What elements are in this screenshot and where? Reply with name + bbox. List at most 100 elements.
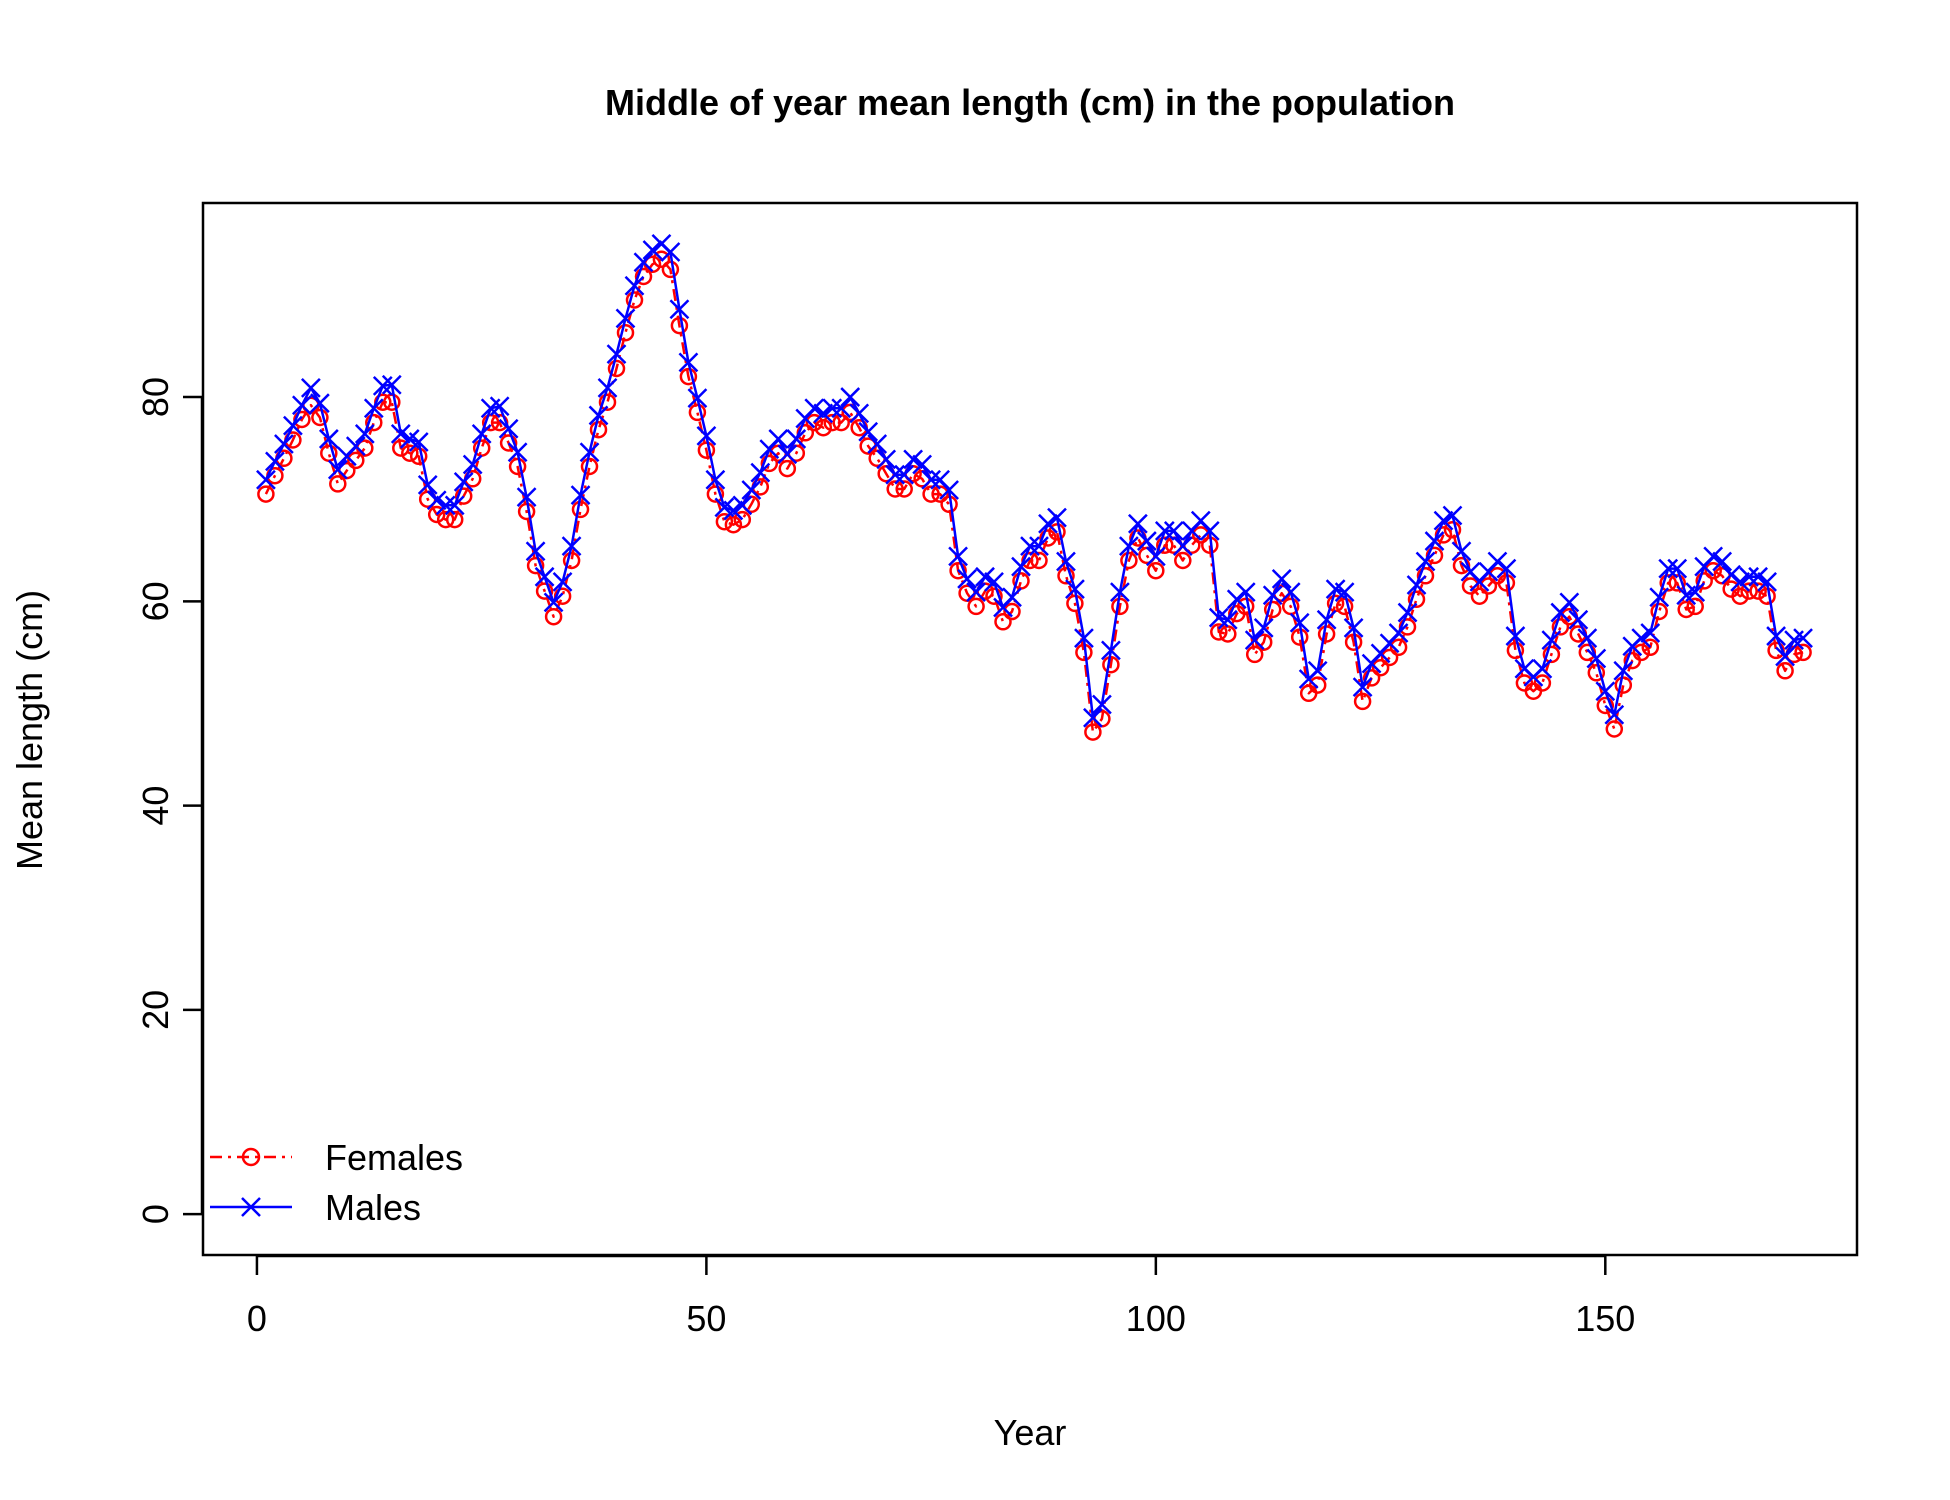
data-point-males [1280,582,1301,603]
data-point-females [895,480,913,498]
data-point-males [1101,640,1121,661]
data-point-females [1740,582,1758,600]
y-tick-label: 0 [135,1204,176,1224]
data-point-males [966,582,986,603]
legend-label-females: Females [325,1137,463,1178]
data-point-males [669,299,690,320]
data-point-males [750,462,771,483]
data-point-females [625,291,644,309]
data-point-males [1424,531,1445,551]
data-point-females [535,582,554,600]
data-point-males [813,403,834,424]
data-point-males [1047,507,1067,528]
data-point-males [417,475,438,495]
data-point-males [1496,558,1517,579]
data-point-females [1614,676,1633,694]
data-point-males [606,344,627,365]
data-point-males [849,403,870,424]
data-point-females [634,267,653,286]
data-point-males [1712,551,1733,572]
data-point-males [363,398,384,419]
data-point-females [616,323,635,342]
data-point-females [607,359,626,378]
data-point-males [1244,630,1265,651]
data-point-females [715,512,734,531]
series-females [257,250,1812,741]
data-point-males [768,429,789,449]
data-point-females [347,451,365,470]
data-point-females [1659,574,1677,592]
data-point-females [760,454,779,473]
data-point-males [552,572,573,592]
data-point-males [1163,520,1184,541]
data-point-females [1794,643,1812,662]
data-point-females [1551,618,1570,636]
data-point-females [1632,643,1651,662]
data-point-females [1245,645,1264,664]
x-axis: 0 50 100 150 [247,1254,1635,1339]
data-point-males [1766,626,1786,646]
data-point-females [985,587,1003,605]
data-point-females [1084,723,1102,741]
series-line-males [264,242,1804,720]
data-point-males [1029,536,1049,557]
data-point-males [723,500,744,521]
data-point-females [994,613,1012,631]
data-point-males [1532,658,1553,679]
data-point-males [345,436,366,456]
data-point-males [1442,505,1463,526]
data-point-males [1721,564,1742,585]
data-point-females [1776,662,1794,680]
data-point-males [426,490,447,511]
data-point-females [1461,577,1480,595]
data-point-males [327,459,348,480]
data-point-males [291,395,312,416]
data-point-females [562,551,581,570]
data-point-females [1263,600,1282,619]
data-point-males [1002,587,1022,608]
data-point-females [1479,577,1498,595]
data-point-males [867,434,888,454]
data-point-males [1065,579,1085,599]
legend-label-males: Males [325,1187,421,1228]
data-point-males [507,442,528,463]
data-point-females [1308,676,1327,694]
data-point-females [436,510,455,529]
data-point-females [1048,523,1066,541]
series-layer [256,233,1813,741]
data-point-males [1145,546,1166,567]
data-point-females [1335,597,1354,616]
data-point-females [1210,623,1228,641]
data-point-males [265,451,285,472]
data-point-males [300,377,321,398]
data-point-males [274,434,294,454]
data-point-females [679,367,698,386]
data-point-females [508,457,527,476]
data-point-males [453,471,474,492]
data-point-males [1118,536,1139,557]
y-tick-label: 20 [135,990,176,1030]
data-point-males [1595,681,1616,702]
data-point-males [1334,582,1355,603]
data-point-males [984,572,1004,592]
data-point-females [365,413,383,432]
data-point-males [390,423,411,444]
y-tick-label: 40 [135,786,176,826]
y-axis-label: Mean length (cm) [9,590,50,870]
data-point-males [894,464,915,485]
data-point-males [975,566,995,587]
data-point-females [1605,720,1624,738]
data-point-males [543,592,564,613]
data-point-females [1192,526,1210,544]
data-point-males [372,375,393,396]
data-point-females [832,413,850,432]
x-tick-label: 0 [247,1298,267,1339]
data-point-females [949,561,967,580]
data-point-males [1433,510,1454,531]
data-point-females [724,515,743,534]
y-axis: 0 20 40 60 80 [135,377,204,1224]
data-point-males [858,421,879,442]
data-point-males [876,449,897,470]
data-point-males [831,398,852,419]
x-tick-label: 150 [1575,1298,1635,1339]
